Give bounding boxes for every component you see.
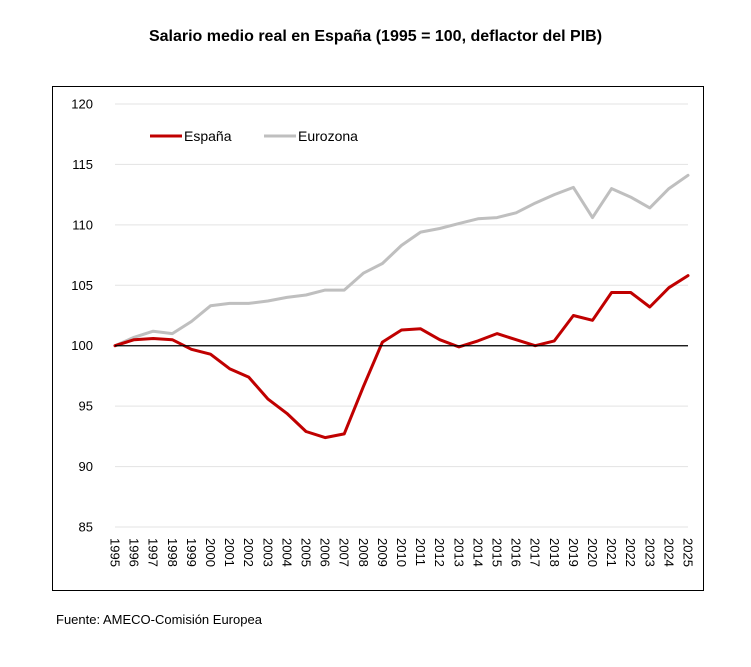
x-tick-label: 1998	[165, 538, 180, 567]
series-line-espa-a	[113, 274, 690, 440]
x-tick-label: 2020	[585, 538, 600, 567]
x-tick-label: 2000	[203, 538, 218, 567]
x-tick-label: 1997	[146, 538, 161, 567]
legend-label: Eurozona	[298, 128, 358, 144]
series-line-eurozona	[113, 173, 690, 348]
x-tick-label: 2010	[394, 538, 409, 567]
x-tick-label: 1996	[127, 538, 142, 567]
x-tick-label: 2008	[356, 538, 371, 567]
x-tick-label: 2018	[547, 538, 562, 567]
x-tick-label: 2011	[413, 538, 428, 566]
y-tick-label: 120	[71, 97, 93, 112]
x-tick-label: 2012	[432, 538, 447, 567]
x-tick-label: 2016	[509, 538, 524, 567]
x-tick-label: 2006	[318, 538, 333, 567]
y-tick-label: 115	[72, 157, 93, 172]
x-tick-label: 2002	[241, 538, 256, 567]
y-tick-label: 95	[79, 399, 93, 414]
x-tick-label: 2021	[604, 538, 619, 567]
chart-frame	[52, 86, 704, 591]
x-tick-label: 2023	[642, 538, 657, 567]
x-tick-label: 2022	[623, 538, 638, 567]
y-tick-label: 105	[71, 278, 93, 293]
x-tick-label: 2009	[375, 538, 390, 567]
line-chart: 85 90 95 100 105 110 115 120 1995 1996 1997 1998 199…	[71, 97, 696, 567]
x-tick-label: 2007	[337, 538, 352, 567]
x-tick-label: 2004	[279, 538, 294, 567]
legend-label: España	[184, 128, 232, 144]
y-tick-label: 100	[71, 338, 93, 353]
x-tick-label: 2003	[260, 538, 275, 567]
x-tick-label: 2015	[490, 538, 505, 567]
x-tick-label: 1995	[108, 538, 123, 567]
x-tick-label: 2005	[299, 538, 314, 567]
x-tick-label: 2001	[222, 538, 237, 567]
source-note: Fuente: AMECO-Comisión Europea	[56, 612, 262, 627]
y-tick-label: 85	[79, 520, 93, 535]
x-tick-label: 2024	[661, 538, 676, 567]
y-tick-label: 110	[72, 217, 93, 232]
chart-title: Salario medio real en España (1995 = 100…	[148, 28, 603, 45]
x-tick-label: 2013	[451, 538, 466, 567]
x-tick-label: 1999	[184, 538, 199, 567]
x-tick-label: 2025	[681, 538, 696, 567]
x-tick-label: 2014	[470, 538, 485, 567]
y-tick-label: 90	[79, 459, 93, 474]
x-tick-label: 2019	[566, 538, 581, 567]
x-tick-label: 2017	[528, 538, 543, 567]
